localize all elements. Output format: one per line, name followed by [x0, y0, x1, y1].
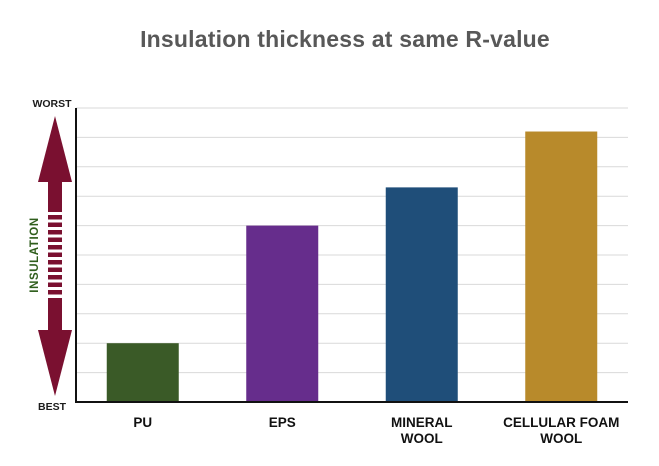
x-tick-labels: PU EPS MINERAL WOOL CELLULAR FOAM WOOL: [133, 415, 619, 446]
arrow-dash: [48, 222, 62, 227]
up-arrowhead: [38, 116, 72, 182]
down-arrowhead: [38, 330, 72, 396]
arrow-dash: [48, 282, 62, 287]
arrow-dash: [48, 260, 62, 265]
arrow-dash: [48, 275, 62, 280]
chart-title: Insulation thickness at same R-value: [140, 26, 550, 52]
y-axis-label: INSULATION: [29, 217, 41, 292]
x-tick-label: EPS: [269, 415, 296, 430]
arrow-shaft-upper: [48, 180, 62, 212]
arrow-shaft-lower: [48, 298, 62, 332]
x-tick-label: PU: [133, 415, 152, 430]
x-tick-label: CELLULAR FOAM WOOL: [503, 415, 619, 446]
x-tick-label: MINERAL WOOL: [391, 415, 453, 446]
bar: [246, 225, 319, 402]
arrow-dash: [48, 215, 62, 220]
arrow-shaft-dashes: [48, 215, 62, 295]
bars: [106, 131, 598, 402]
arrow-dash: [48, 230, 62, 235]
arrow-dash: [48, 237, 62, 242]
arrow-dash: [48, 267, 62, 272]
bar: [525, 131, 598, 402]
insulation-double-arrow: [38, 116, 72, 396]
y-axis-bottom-label: BEST: [38, 401, 67, 413]
bar: [385, 187, 458, 402]
arrow-dash: [48, 252, 62, 257]
arrow-dash: [48, 245, 62, 250]
bar: [106, 343, 179, 402]
y-axis-top-label: WORST: [32, 98, 72, 110]
arrow-dash: [48, 290, 62, 295]
